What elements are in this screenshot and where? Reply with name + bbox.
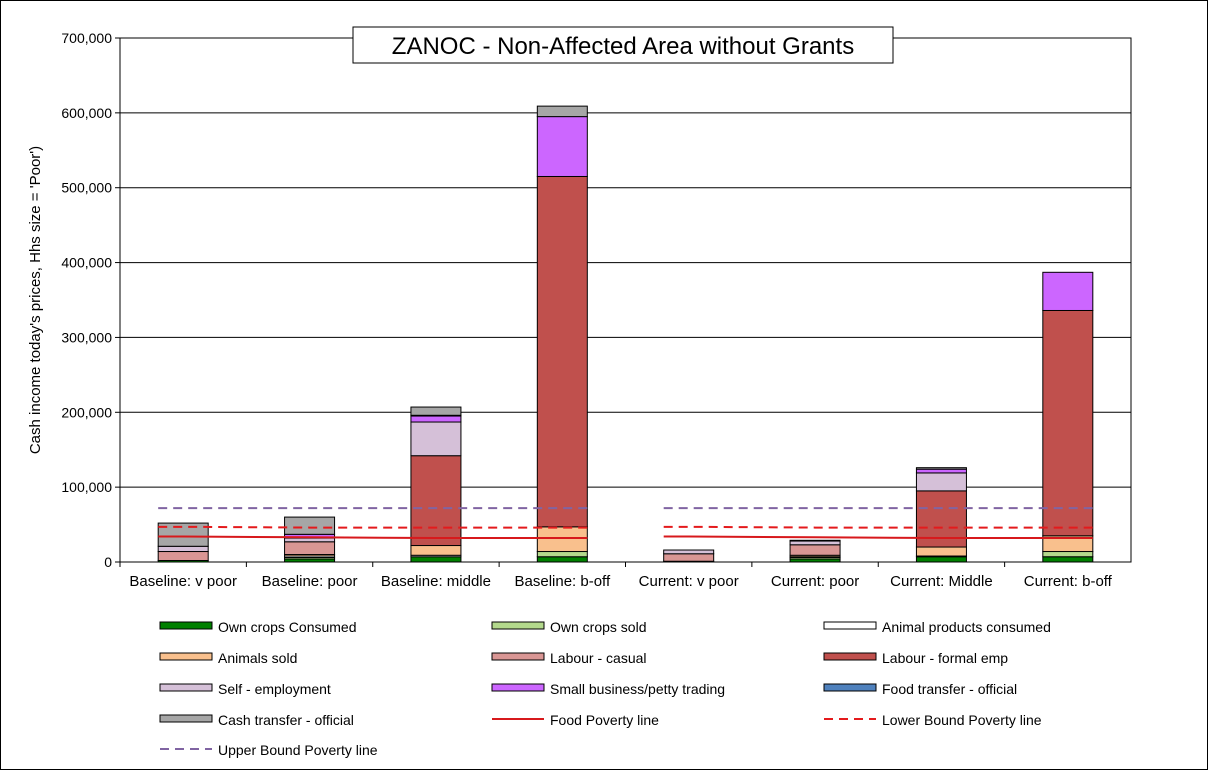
legend-label: Food transfer - official [882,681,1017,697]
legend-swatch [159,652,213,661]
legend-swatch [823,652,877,661]
bar-segment [157,551,209,562]
x-category-label: Current: Middle [890,573,993,590]
bar-segment [536,526,588,553]
bar-segment [915,472,967,492]
y-tick-label: 100,000 [61,479,112,495]
x-category-label: Baseline: v poor [129,573,237,590]
bar-segment [536,105,588,118]
chart-title-box: ZANOC - Non-Affected Area without Grants [352,26,894,64]
legend-label: Own crops sold [550,619,646,635]
bar-segment [663,549,715,555]
bar-segment [284,516,336,535]
poverty-line-series [663,535,1093,540]
legend-swatch [159,683,213,692]
bar-segment [789,539,841,542]
legend-label: Labour - casual [550,650,647,666]
legend-swatch [159,714,213,723]
title-frame [352,26,894,64]
bar-segment [157,522,209,547]
legend-label: Lower Bound Poverty line [882,712,1042,728]
legend-label: Labour - formal emp [882,650,1008,666]
bar-segment [410,556,462,563]
x-category-label: Baseline: middle [381,573,491,590]
y-tick-label: 600,000 [61,105,112,121]
legend-label: Food Poverty line [550,712,659,728]
x-category-label: Baseline: poor [262,573,358,590]
bar-segment [1042,309,1094,537]
chart-title: ZANOC - Non-Affected Area without Grants [392,33,854,60]
bar-segment [1042,551,1094,558]
poverty-line-series [663,525,1093,529]
bar-segment [536,551,588,558]
legend-swatch [491,683,545,692]
legend-label: Upper Bound Poverty line [218,742,378,758]
legend-swatch [823,621,877,630]
bar-segment [915,546,967,557]
bar-segment [536,556,588,563]
bar-segment [1042,556,1094,563]
legend-label: Own crops Consumed [218,619,357,635]
x-category-label: Current: b-off [1024,573,1113,590]
bar-segment [789,544,841,556]
bar-segment [915,468,967,474]
bar-segment [663,553,715,562]
y-tick-label: 700,000 [61,30,112,46]
bar-segment [410,421,462,457]
bar-segment [536,175,588,528]
y-axis-label: Cash income today's prices, Hhs size = '… [27,146,44,454]
legend-label: Animal products consumed [882,619,1051,635]
y-tick-label: 300,000 [61,329,112,345]
poverty-lines [158,507,1093,540]
bar-segment [789,540,841,546]
x-category-label: Current: poor [771,573,859,590]
bar-segment [915,467,967,470]
poverty-line-series [158,525,588,529]
y-tick-label: 500,000 [61,180,112,196]
bar-segment [284,541,336,556]
legend-label: Cash transfer - official [218,712,354,728]
bar-segment [284,537,336,543]
bar-segment [915,556,967,563]
x-category-label: Current: v poor [639,573,739,590]
y-tick-label: 0 [104,554,112,570]
legend-swatch [491,621,545,630]
legend-swatch [823,683,877,692]
y-tick-label: 200,000 [61,404,112,420]
y-axis-ticks: 0 100,000 200,000 300,000 400,000 500,000 600,… [61,30,120,570]
x-axis-labels: Baseline: v poor Baseline: poor Baseline: … [119,562,1113,590]
bar-segment [157,545,209,553]
legend: Own crops Consumed Own crops sold Animal p… [159,619,1051,758]
bar-segment [410,455,462,547]
bar-segment [410,545,462,556]
legend-label: Animals sold [218,650,297,666]
poverty-line-series [158,535,588,540]
bar-segment [410,406,462,416]
y-tick-label: 400,000 [61,255,112,271]
bar-segment [1042,271,1094,311]
legend-swatch [159,621,213,630]
bar-segment [410,415,462,423]
legend-label: Self - employment [218,681,331,697]
legend-label: Small business/petty trading [550,681,725,697]
x-category-label: Baseline: b-off [515,573,611,590]
bar-segment [536,116,588,177]
legend-swatch [491,652,545,661]
bars [157,105,1094,563]
